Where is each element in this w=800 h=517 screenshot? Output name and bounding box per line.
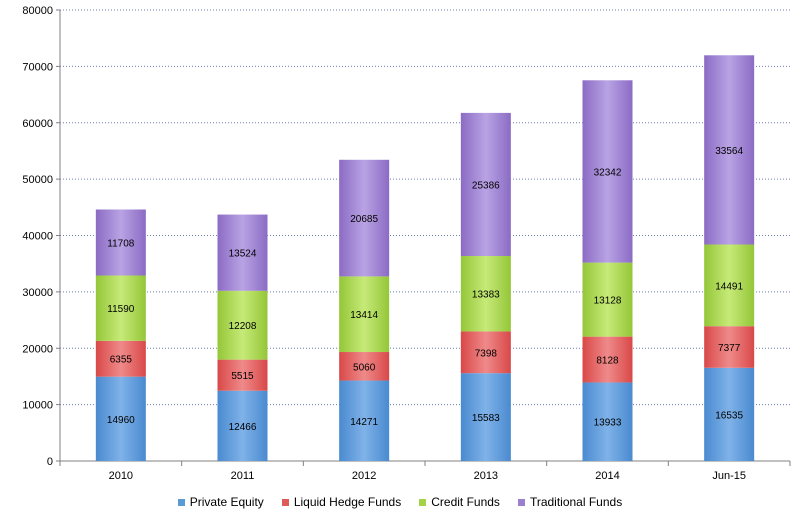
bar-segment [704, 326, 755, 368]
x-tick-label: 2014 [595, 470, 619, 482]
bar-segment [460, 331, 511, 374]
legend-item-traditional-funds: Traditional Funds [517, 495, 623, 509]
bar-segment [339, 352, 390, 381]
data-label: 33564 [715, 146, 743, 157]
y-tick-label: 50000 [22, 174, 53, 186]
data-label: 13414 [350, 310, 378, 321]
axes [56, 9, 791, 466]
data-label: 13128 [594, 296, 622, 307]
data-label: 7377 [718, 343, 741, 354]
data-label: 14491 [715, 281, 743, 292]
legend-item-credit-funds: Credit Funds [419, 495, 500, 509]
bar-segment [339, 159, 390, 277]
data-label: 14960 [107, 415, 135, 426]
x-tick-label: 2012 [352, 470, 376, 482]
legend-label: Credit Funds [431, 495, 500, 509]
bar-segment [95, 340, 146, 377]
data-label: 5515 [231, 371, 254, 382]
bar-segment [217, 359, 268, 391]
x-tick-label: Jun-15 [712, 470, 746, 482]
data-label: 8128 [596, 356, 619, 367]
bar-segment [582, 382, 633, 461]
data-label: 13383 [472, 290, 500, 301]
y-tick-label: 20000 [22, 343, 53, 355]
x-tick-label: 2013 [474, 470, 498, 482]
data-label: 16535 [715, 410, 743, 421]
y-tick-label: 30000 [22, 287, 53, 299]
y-tick-label: 10000 [22, 400, 53, 412]
x-tick-label: 2010 [109, 470, 133, 482]
y-tick-label: 60000 [22, 118, 53, 130]
data-label: 11590 [107, 304, 135, 315]
data-label: 11708 [107, 238, 135, 249]
stacked-bar-chart: 0 10000 20000 30000 40000 50000 60000 70000 8000… [22, 5, 791, 482]
bar-segment [582, 80, 633, 263]
x-tick-label: 2011 [231, 470, 255, 482]
y-tick-label: 70000 [22, 61, 53, 73]
legend-swatch [281, 498, 289, 506]
legend-item-liquid-hedge-funds: Liquid Hedge Funds [281, 495, 402, 509]
y-tick-label: 40000 [22, 231, 53, 243]
y-tick-label: 80000 [22, 5, 53, 17]
data-label: 25386 [472, 180, 500, 191]
gridlines [60, 9, 790, 406]
bar-segment [95, 209, 146, 276]
bar-segment [217, 214, 268, 291]
labels: 0 10000 20000 30000 40000 50000 60000 70000 8000… [22, 5, 746, 482]
bar-segment [217, 290, 268, 360]
data-label: 7398 [475, 348, 498, 359]
legend-swatch [177, 498, 185, 506]
y-tick-label: 0 [47, 456, 53, 468]
legend-swatch [419, 498, 427, 506]
bar-segment [704, 55, 755, 245]
data-label: 6355 [110, 355, 133, 366]
bar-segment [582, 262, 633, 337]
bars [95, 55, 755, 461]
bar-segment [460, 112, 511, 256]
data-label: 12208 [229, 321, 257, 332]
legend: Private Equity Liquid Hedge Funds Credit… [0, 493, 800, 511]
bar-segment [582, 336, 633, 383]
bar-segment [339, 276, 390, 353]
bar-segment [95, 376, 146, 461]
bar-segment [704, 367, 755, 461]
data-label: 5060 [353, 362, 376, 373]
bar-segment [460, 373, 511, 461]
bar-segment [95, 275, 146, 341]
bar-segment [339, 380, 390, 461]
bar-segment [460, 255, 511, 332]
data-label: 14271 [350, 417, 378, 428]
data-label: 15583 [472, 413, 500, 424]
legend-label: Traditional Funds [529, 495, 623, 509]
data-label: 13933 [594, 418, 622, 429]
legend-item-private-equity: Private Equity [177, 495, 264, 509]
bar-segment [704, 244, 755, 327]
data-label: 20685 [350, 214, 378, 225]
data-label: 13524 [229, 249, 257, 260]
data-label: 32342 [594, 167, 622, 178]
legend-label: Liquid Hedge Funds [293, 495, 402, 509]
data-label: 12466 [229, 422, 257, 433]
legend-swatch [517, 498, 525, 506]
bar-segment [217, 390, 268, 461]
legend-label: Private Equity [189, 495, 264, 509]
